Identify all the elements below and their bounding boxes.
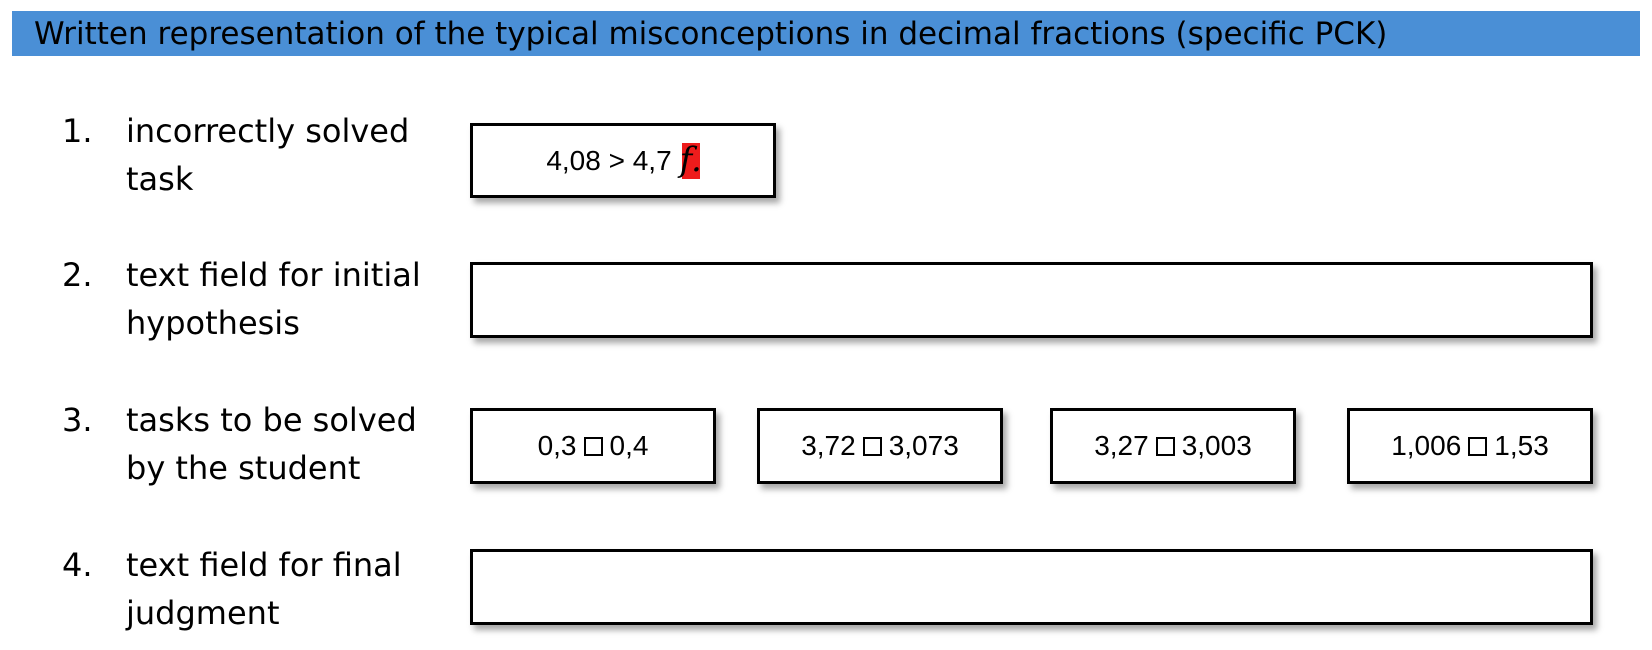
final-judgment-field[interactable] [470, 549, 1593, 625]
item-label-line: incorrectly solved [126, 112, 410, 150]
task-right-value: 3,003 [1181, 430, 1252, 461]
task-right-value: 0,4 [609, 430, 649, 461]
comparison-box-icon[interactable] [1155, 436, 1175, 456]
task-left-value: 0,3 [537, 430, 577, 461]
task-left-value: 1,006 [1391, 430, 1462, 461]
task-right-value: 3,073 [888, 430, 959, 461]
item-label-initial-hypothesis: text field for initial hypothesis [126, 251, 436, 347]
task-left-value: 3,72 [801, 430, 856, 461]
item-label-line: task [126, 160, 194, 198]
incorrect-task-box: 4,08 > 4,7 f. [470, 123, 776, 198]
incorrect-task-expression: 4,08 > 4,7 [546, 144, 672, 176]
student-task-box-2: 3,72 3,073 [757, 408, 1003, 484]
student-task-box-1: 0,3 0,4 [470, 408, 716, 484]
page-title: Written representation of the typical mi… [34, 16, 1388, 52]
item-label-student-tasks: tasks to be solved by the student [126, 396, 436, 492]
comparison-box-icon[interactable] [583, 436, 603, 456]
student-task-box-3: 3,27 3,003 [1050, 408, 1296, 484]
task-left-value: 3,27 [1094, 430, 1149, 461]
student-task-box-4: 1,006 1,53 [1347, 408, 1593, 484]
item-label-line: text field for final [126, 546, 402, 584]
item-label-line: judgment [126, 594, 280, 632]
item-label-incorrect-task: incorrectly solved task [126, 107, 436, 203]
item-label-line: tasks to be solved [126, 401, 417, 439]
task-right-value: 1,53 [1494, 430, 1549, 461]
item-number-3: 3. [62, 401, 93, 439]
item-number-4: 4. [62, 546, 93, 584]
item-label-line: hypothesis [126, 304, 300, 342]
wrong-mark-icon: f. [679, 139, 702, 180]
item-label-line: by the student [126, 449, 361, 487]
comparison-box-icon[interactable] [1468, 436, 1488, 456]
item-number-1: 1. [62, 112, 93, 150]
wrong-mark-text: f. [679, 139, 702, 180]
item-label-final-judgment: text field for final judgment [126, 541, 436, 637]
comparison-box-icon[interactable] [862, 436, 882, 456]
title-bar: Written representation of the typical mi… [12, 11, 1640, 56]
initial-hypothesis-field[interactable] [470, 262, 1593, 338]
item-number-2: 2. [62, 256, 93, 294]
item-label-line: text field for initial [126, 256, 421, 294]
